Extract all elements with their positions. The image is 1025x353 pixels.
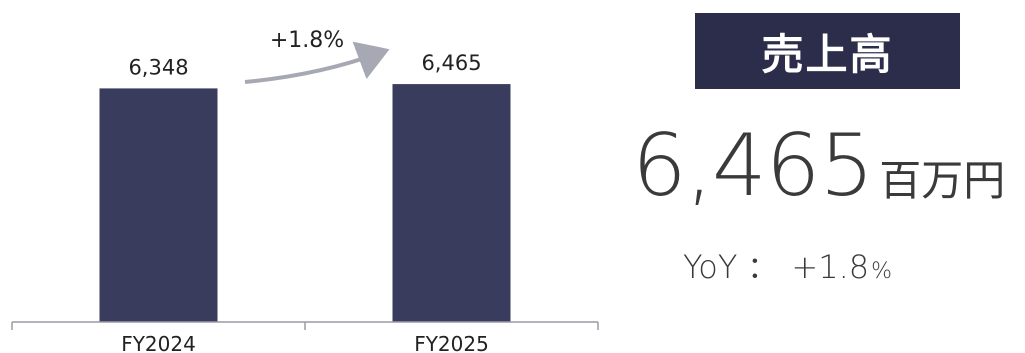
metric-value: 6,465	[632, 116, 874, 216]
yoy-value: +1.8	[791, 248, 870, 286]
bar-fy2024	[99, 88, 218, 322]
yoy-label: YoY	[683, 248, 738, 286]
value-label-fy2024: 6,348	[128, 55, 188, 79]
metric-title: 売上高	[761, 29, 894, 79]
metric-value-display: 6,465 百万円	[632, 116, 1025, 226]
yoy-display: YoY ： +1.8 %	[683, 243, 943, 289]
growth-annotation: +1.8%	[270, 28, 344, 53]
revenue-bar-chart: 6,348 FY2024 6,465 FY2025 +1.8%	[11, 28, 599, 353]
metric-title-box: 売上高	[695, 13, 960, 89]
yoy-percent-sign: %	[871, 259, 893, 284]
growth-arrow	[244, 41, 390, 84]
yoy-separator: ：	[747, 251, 778, 286]
bar-fy2025	[392, 84, 511, 322]
category-label-fy2025: FY2025	[414, 332, 489, 353]
metric-unit: 百万円	[879, 156, 1006, 205]
value-label-fy2025: 6,465	[421, 51, 481, 75]
category-label-fy2024: FY2024	[121, 332, 196, 353]
